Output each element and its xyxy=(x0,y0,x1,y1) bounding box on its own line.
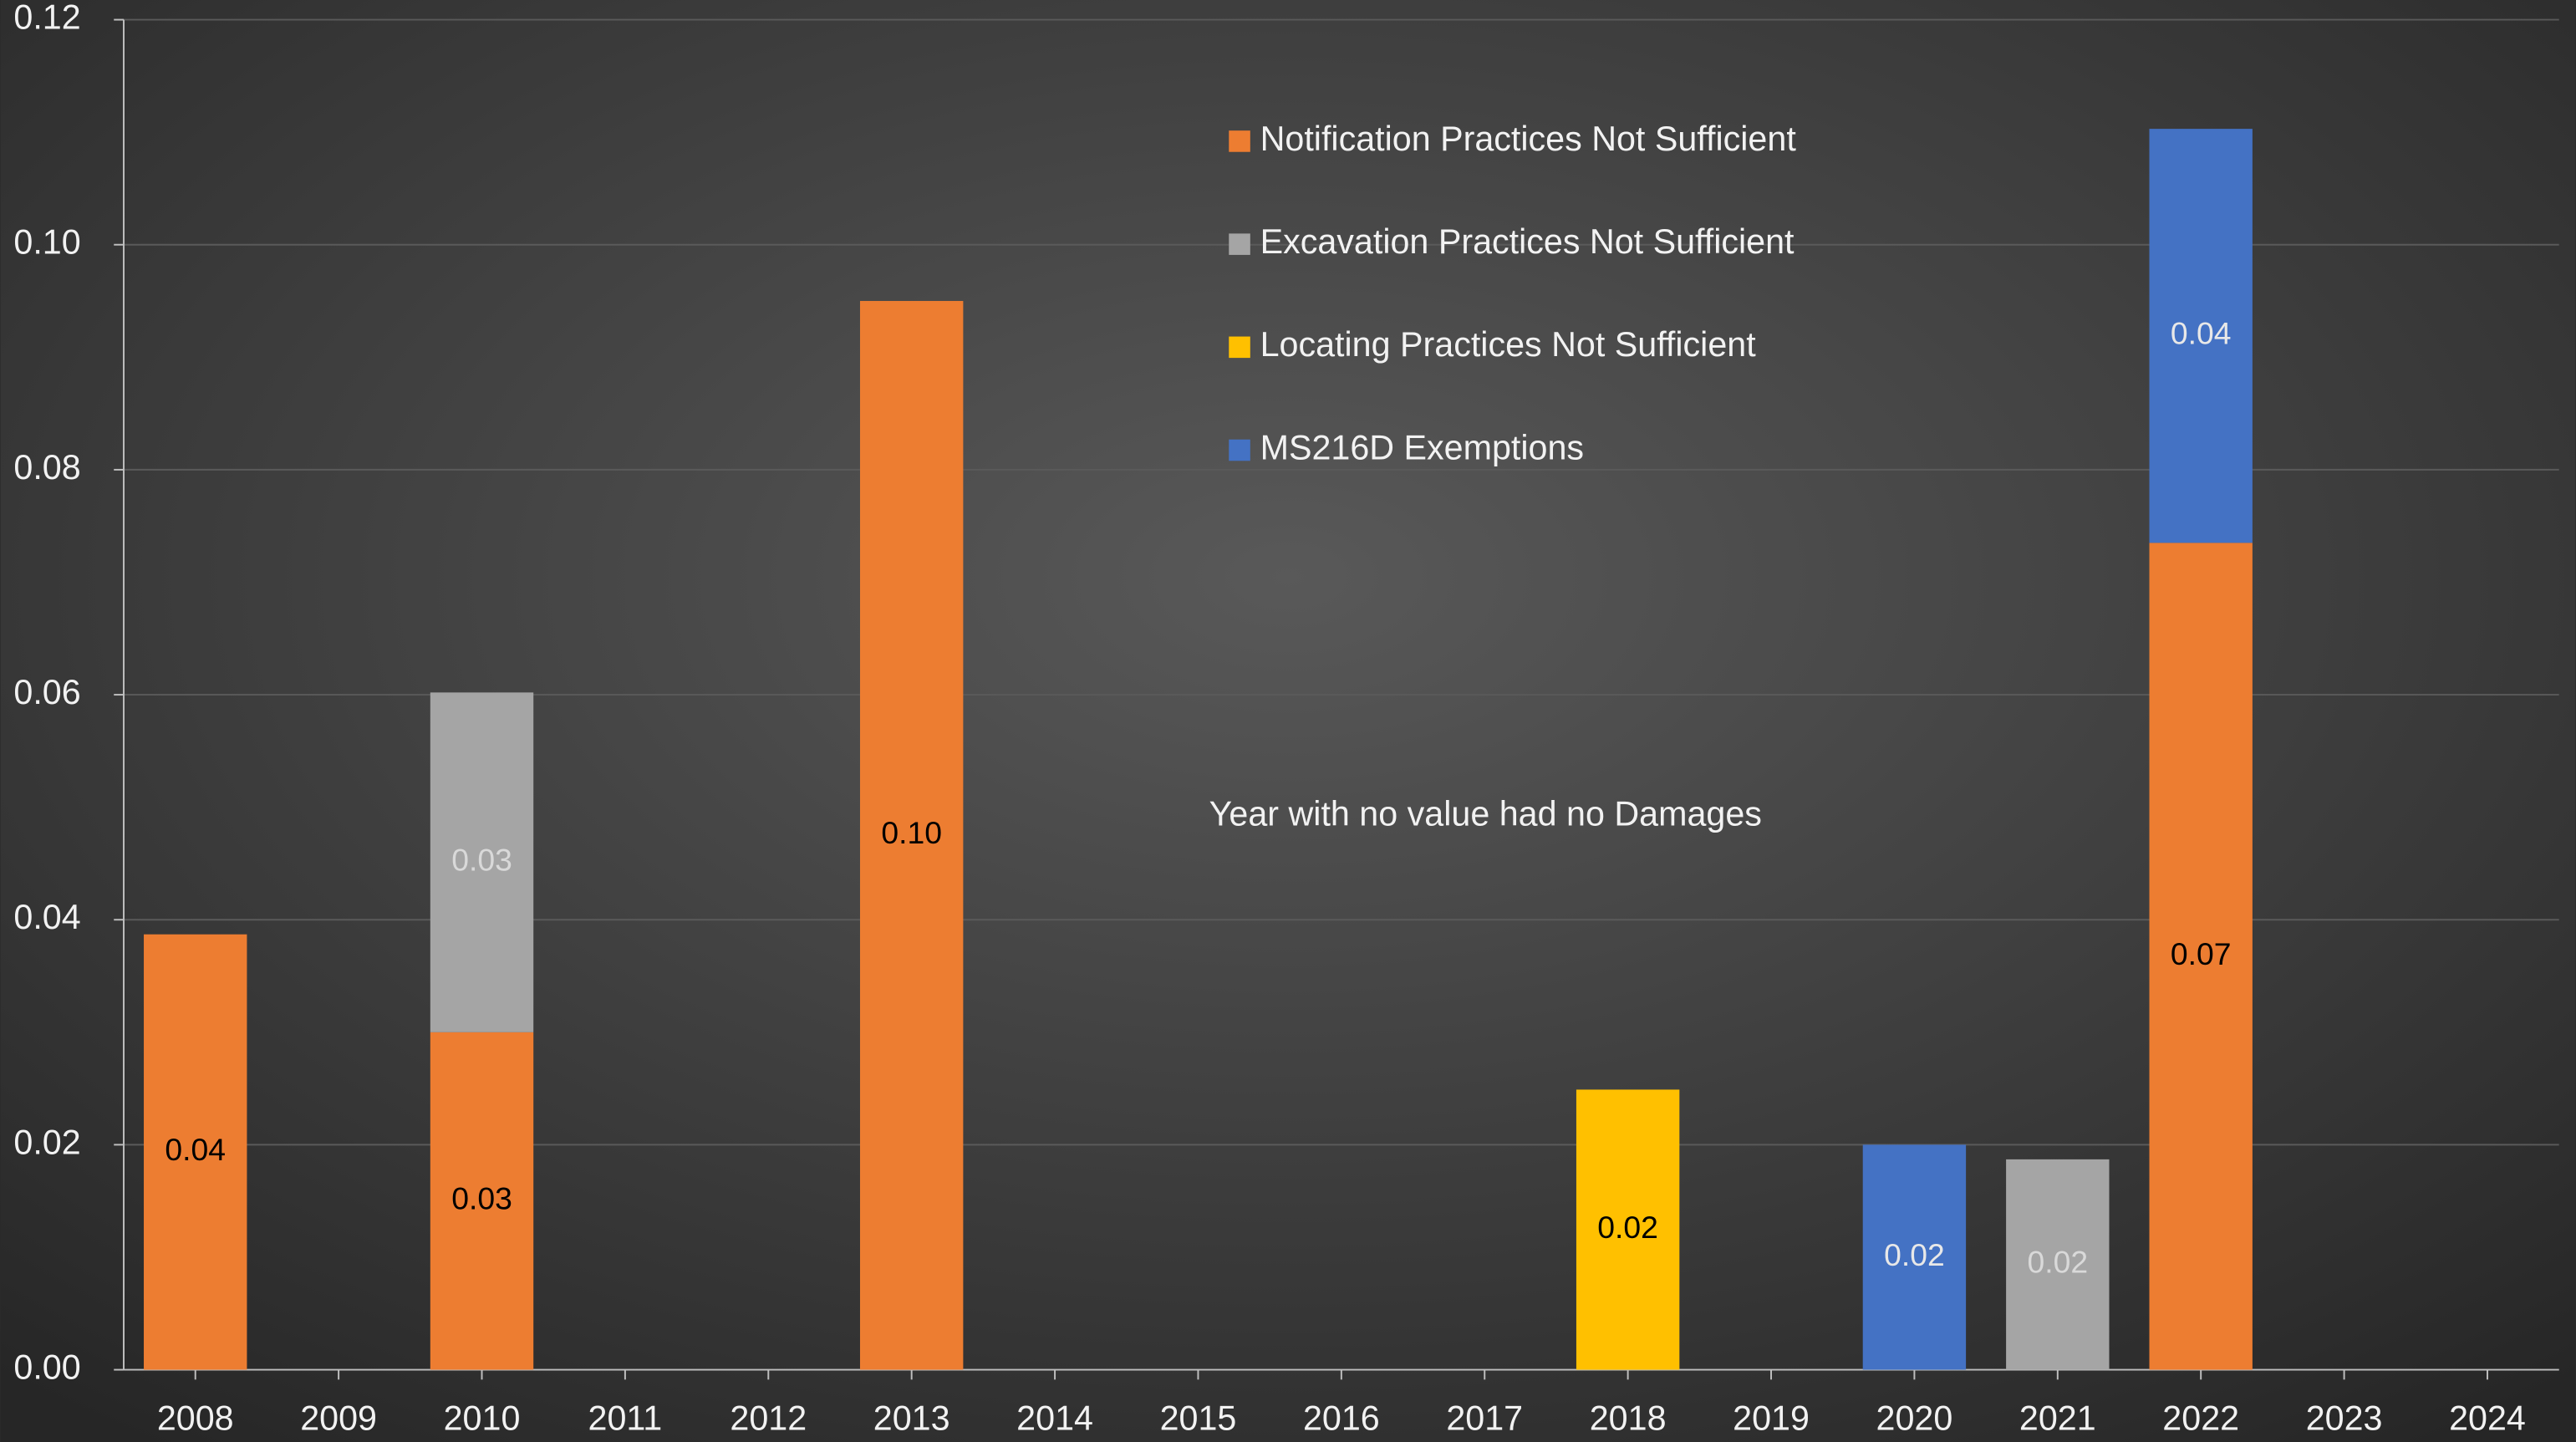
legend-label: Locating Practices Not Sufficient xyxy=(1260,325,1757,364)
bar-segment xyxy=(430,1032,534,1370)
y-tick-label: 0.06 xyxy=(13,673,80,711)
x-tick-label: 2022 xyxy=(2162,1399,2239,1437)
value-label: 0.04 xyxy=(2171,316,2232,351)
x-tick-label: 2021 xyxy=(2019,1399,2096,1437)
y-tick-label: 0.04 xyxy=(13,898,80,936)
legend-label: Notification Practices Not Sufficient xyxy=(1260,120,1797,158)
value-label: 0.02 xyxy=(2027,1245,2088,1280)
bar-segment xyxy=(1576,1089,1680,1370)
annotation: Year with no value had no Damages xyxy=(1209,794,1762,833)
x-tick-label: 2017 xyxy=(1446,1399,1523,1437)
x-tick-label: 2016 xyxy=(1303,1399,1380,1437)
x-tick-label: 2011 xyxy=(588,1399,663,1437)
bar-segment xyxy=(2149,129,2253,543)
x-tick-label: 2015 xyxy=(1160,1399,1237,1437)
legend-swatch xyxy=(1229,439,1250,461)
bar-segment xyxy=(430,692,534,1032)
value-label: 0.02 xyxy=(1597,1210,1658,1245)
x-tick-label: 2020 xyxy=(1876,1399,1953,1437)
legend-swatch xyxy=(1229,130,1250,152)
bar-segment xyxy=(1862,1144,1967,1370)
x-tick-label: 2018 xyxy=(1590,1399,1667,1437)
x-tick-label: 2019 xyxy=(1733,1399,1810,1437)
bar-segment xyxy=(144,934,247,1370)
x-tick-label: 2023 xyxy=(2306,1399,2383,1437)
y-tick-label: 0.12 xyxy=(13,0,80,36)
value-label: 0.07 xyxy=(2171,936,2232,971)
y-tick-label: 0.08 xyxy=(13,448,80,487)
x-tick-label: 2009 xyxy=(300,1399,377,1437)
value-label: 0.02 xyxy=(1884,1237,1945,1272)
y-tick-label: 0.00 xyxy=(13,1348,80,1386)
bar-segment xyxy=(859,301,964,1370)
legend-label: MS216D Exemptions xyxy=(1260,428,1584,466)
legend-swatch xyxy=(1229,336,1250,359)
x-tick-label: 2024 xyxy=(2449,1399,2526,1437)
value-label: 0.04 xyxy=(165,1132,226,1167)
legend-label: Excavation Practices Not Sufficient xyxy=(1260,222,1795,261)
bar-segment xyxy=(2006,1159,2110,1370)
x-tick-label: 2013 xyxy=(873,1399,950,1437)
x-tick-label: 2014 xyxy=(1016,1399,1093,1437)
x-tick-label: 2010 xyxy=(444,1399,521,1437)
x-tick-label: 2012 xyxy=(730,1399,807,1437)
value-label: 0.03 xyxy=(451,1181,512,1216)
y-tick-label: 0.10 xyxy=(13,223,80,262)
y-tick-label: 0.02 xyxy=(13,1123,80,1161)
legend-swatch xyxy=(1229,233,1250,255)
bar-segment xyxy=(2149,543,2253,1370)
value-label: 0.10 xyxy=(881,815,942,850)
value-label: 0.03 xyxy=(451,842,512,877)
x-tick-label: 2008 xyxy=(157,1399,234,1437)
